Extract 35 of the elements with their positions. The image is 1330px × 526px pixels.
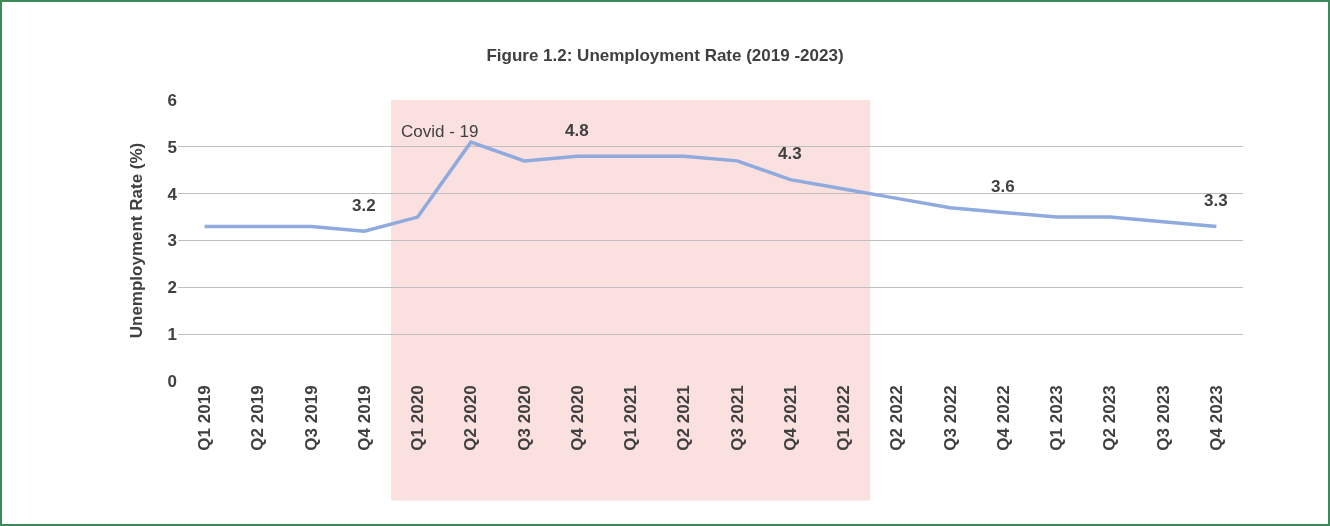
y-tick-label: 0 [167,371,177,391]
x-tick-label: Q4 2023 [1206,385,1226,451]
data-label: 4.8 [565,121,589,140]
x-tick-label: Q3 2020 [514,385,534,451]
x-tick-label: Q2 2023 [1100,385,1120,451]
x-tick-label: Q1 2019 [195,385,215,451]
data-label: 3.2 [352,196,376,215]
x-tick-label: Q4 2021 [780,385,800,451]
x-tick-label: Q1 2021 [621,385,641,451]
data-label: 4.3 [778,144,802,163]
data-label: 3.6 [991,177,1015,196]
x-tick-label: Q2 2021 [674,385,694,451]
y-tick-label: 4 [167,184,178,204]
x-tick-label: Q2 2020 [461,385,481,451]
x-tick-label: Q4 2020 [567,385,587,451]
y-tick-label: 5 [167,137,177,157]
y-tick-label: 1 [167,325,177,345]
chart-title: Figure 1.2: Unemployment Rate (2019 -2023) [486,45,844,65]
x-tick-label: Q3 2019 [301,385,321,451]
y-tick-label: 2 [167,278,177,298]
x-tick-label: Q3 2022 [940,385,960,451]
x-tick-label: Q4 2019 [354,385,374,451]
y-tick-label: 6 [167,90,177,110]
x-tick-label: Q2 2019 [248,385,268,451]
x-tick-label: Q2 2022 [887,385,907,451]
data-label: 3.3 [1204,191,1228,210]
x-tick-label: Q1 2022 [834,385,854,451]
x-tick-label: Q3 2021 [727,385,747,451]
x-tick-label: Q1 2020 [408,385,428,451]
x-tick-label: Q3 2023 [1153,385,1173,451]
y-axis-title: Unemployment Rate (%) [127,142,147,339]
x-tick-label: Q1 2023 [1047,385,1067,451]
band-label: Covid - 19 [401,122,479,141]
y-tick-label: 3 [167,231,177,251]
x-tick-label: Q4 2022 [993,385,1013,451]
